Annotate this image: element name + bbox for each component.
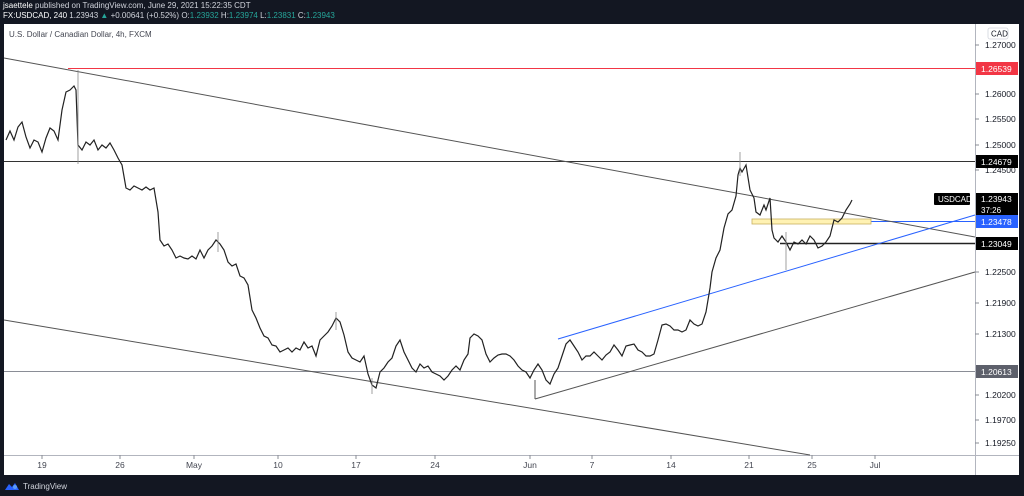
chart-title: U.S. Dollar / Canadian Dollar, 4h, FXCM [9, 30, 152, 39]
svg-text:24: 24 [430, 460, 440, 470]
price-label-124679 [976, 155, 1018, 168]
svg-text:10: 10 [273, 460, 283, 470]
chart-pane[interactable] [4, 24, 1019, 475]
y-tick: 1.21300 [985, 329, 1016, 339]
close-value: 1.23943 [305, 11, 335, 20]
svg-text:1.24679: 1.24679 [981, 157, 1012, 167]
price-label-120613 [976, 365, 1018, 378]
publish-text: published on TradingView.com, June 29, 2… [35, 1, 251, 10]
candle-wicks [77, 70, 787, 394]
svg-text:USDCAD: USDCAD [938, 195, 972, 204]
svg-text:May: May [186, 460, 203, 470]
svg-text:Jun: Jun [523, 460, 537, 470]
svg-text:1.20613: 1.20613 [981, 367, 1012, 377]
time-axis-ticks [41, 455, 876, 459]
svg-text:1.23478: 1.23478 [981, 217, 1012, 227]
last-price: 1.23943 [69, 11, 99, 20]
close-label: C: [297, 11, 306, 20]
descending-trendline-lower[interactable] [3, 319, 811, 456]
svg-text:19: 19 [37, 460, 47, 470]
ascending-trendline-black[interactable] [534, 271, 976, 400]
price-label-last [976, 193, 1018, 216]
y-tick: 1.19700 [985, 415, 1016, 425]
ascending-trendline-blue[interactable] [557, 214, 976, 340]
svg-text:Jul: Jul [870, 460, 881, 470]
brand-name: TradingView [23, 481, 68, 491]
svg-text:21: 21 [744, 460, 754, 470]
open-label: O: [181, 11, 190, 20]
price-series [5, 84, 853, 390]
svg-text:1.23943: 1.23943 [981, 194, 1012, 204]
price-label-blue [976, 215, 1018, 228]
y-tick: 1.27000 [985, 40, 1016, 50]
svg-text:14: 14 [666, 460, 676, 470]
y-tick: 1.25500 [985, 114, 1016, 124]
currency-tag [987, 27, 1009, 40]
descending-trendline-upper[interactable] [3, 57, 976, 238]
price-label-support [976, 237, 1018, 250]
y-tick: 1.22500 [985, 267, 1016, 277]
countdown: 37:26 [981, 206, 1002, 215]
low-label: L: [260, 11, 267, 20]
tradingview-logo-icon [5, 483, 19, 490]
symbol-ohlc-bar: FX:USDCAD, 240 1.23943 ▲ +0.00641 (+0.52… [3, 11, 335, 20]
y-tick: 1.26000 [985, 89, 1016, 99]
y-tick: 1.21900 [985, 298, 1016, 308]
svg-text:1.23049: 1.23049 [981, 239, 1012, 249]
time-axis-labels: 19 26 May 10 17 24 Jun 7 14 21 25 Jul [37, 460, 880, 470]
highlight-zone[interactable] [751, 218, 872, 225]
y-tick: 1.25000 [985, 140, 1016, 150]
svg-text:26: 26 [115, 460, 125, 470]
currency-label: CAD [991, 30, 1008, 39]
svg-text:7: 7 [590, 460, 595, 470]
high-label: H: [220, 11, 229, 20]
low-value: 1.23831 [266, 11, 296, 20]
publisher-name[interactable]: jsaettele [3, 1, 33, 10]
symbol-label: FX:USDCAD, 240 [3, 11, 68, 20]
symbol-tag [934, 193, 970, 205]
up-arrow-icon: ▲ [100, 11, 109, 20]
price-change: +0.00641 (+0.52%) [110, 11, 180, 20]
price-label-resistance [976, 62, 1018, 75]
svg-text:1.26539: 1.26539 [981, 64, 1012, 74]
svg-text:17: 17 [351, 460, 361, 470]
publish-info: jsaettele published on TradingView.com, … [3, 1, 251, 10]
y-tick: 1.19250 [985, 438, 1016, 448]
y-tick: 1.20200 [985, 390, 1016, 400]
footer-branding[interactable]: TradingView [4, 478, 67, 494]
y-tick: 1.24500 [985, 165, 1016, 175]
open-value: 1.23932 [189, 11, 219, 20]
price-axis-ticks [975, 44, 979, 444]
price-axis-labels: 1.27000 1.26000 1.25500 1.25000 1.24500 … [985, 40, 1016, 448]
high-value: 1.23974 [228, 11, 258, 20]
svg-text:25: 25 [807, 460, 817, 470]
